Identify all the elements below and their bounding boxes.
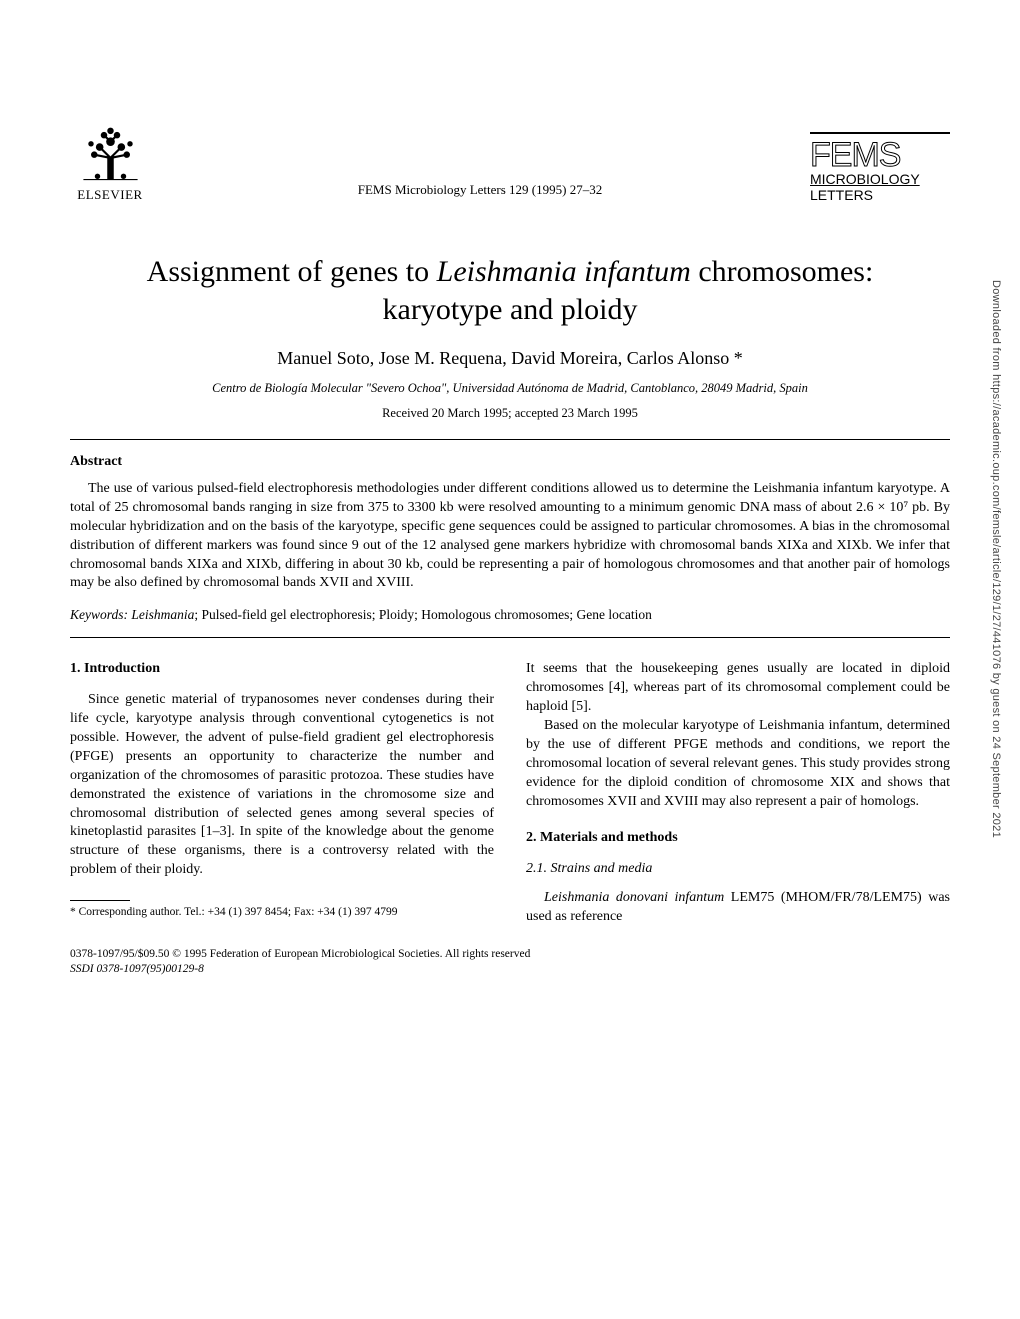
methods-para-1: Leishmania donovani infantum LEM75 (MHOM…: [526, 889, 950, 927]
fems-subtitle: MICROBIOLOGY LETTERS: [810, 172, 920, 203]
article-title: Assignment of genes to Leishmania infant…: [110, 253, 910, 328]
intro-heading: 1. Introduction: [70, 660, 494, 679]
fems-logo: FEMS: [810, 140, 900, 171]
affiliation: Centro de Biología Molecular "Severo Och…: [70, 381, 950, 396]
body-columns: 1. Introduction Since genetic material o…: [70, 660, 950, 927]
divider: [70, 637, 950, 638]
intro-para-2b: Based on the molecular karyotype of Leis…: [526, 717, 950, 811]
right-column: It seems that the housekeeping genes usu…: [526, 660, 950, 927]
publisher-block: ELSEVIER: [70, 120, 150, 203]
divider: [70, 439, 950, 440]
authors: Manuel Soto, Jose M. Requena, David More…: [70, 348, 950, 369]
copyright-line: 0378-1097/95/$09.50 © 1995 Federation of…: [70, 947, 950, 977]
elsevier-tree-logo: [78, 120, 143, 185]
download-watermark: Downloaded from https://academic.oup.com…: [990, 280, 1002, 838]
header-row: ELSEVIER FEMS Microbiology Letters 129 (…: [70, 120, 950, 203]
intro-para-2a: It seems that the housekeeping genes usu…: [526, 660, 950, 717]
journal-reference: FEMS Microbiology Letters 129 (1995) 27–…: [150, 182, 810, 203]
keywords: Keywords: Leishmania; Pulsed-field gel e…: [70, 607, 950, 623]
abstract-text: The use of various pulsed-field electrop…: [70, 480, 950, 593]
abstract-heading: Abstract: [70, 454, 950, 470]
publisher-name: ELSEVIER: [77, 187, 142, 203]
corresponding-author-footnote: * Corresponding author. Tel.: +34 (1) 39…: [70, 905, 494, 920]
received-dates: Received 20 March 1995; accepted 23 Marc…: [70, 406, 950, 421]
methods-sub1: 2.1. Strains and media: [526, 860, 950, 879]
methods-heading: 2. Materials and methods: [526, 829, 950, 848]
left-column: 1. Introduction Since genetic material o…: [70, 660, 494, 927]
intro-para-1: Since genetic material of trypanosomes n…: [70, 691, 494, 880]
footnote-separator: [70, 900, 130, 901]
journal-logo-block: FEMS MICROBIOLOGY LETTERS: [810, 132, 950, 203]
